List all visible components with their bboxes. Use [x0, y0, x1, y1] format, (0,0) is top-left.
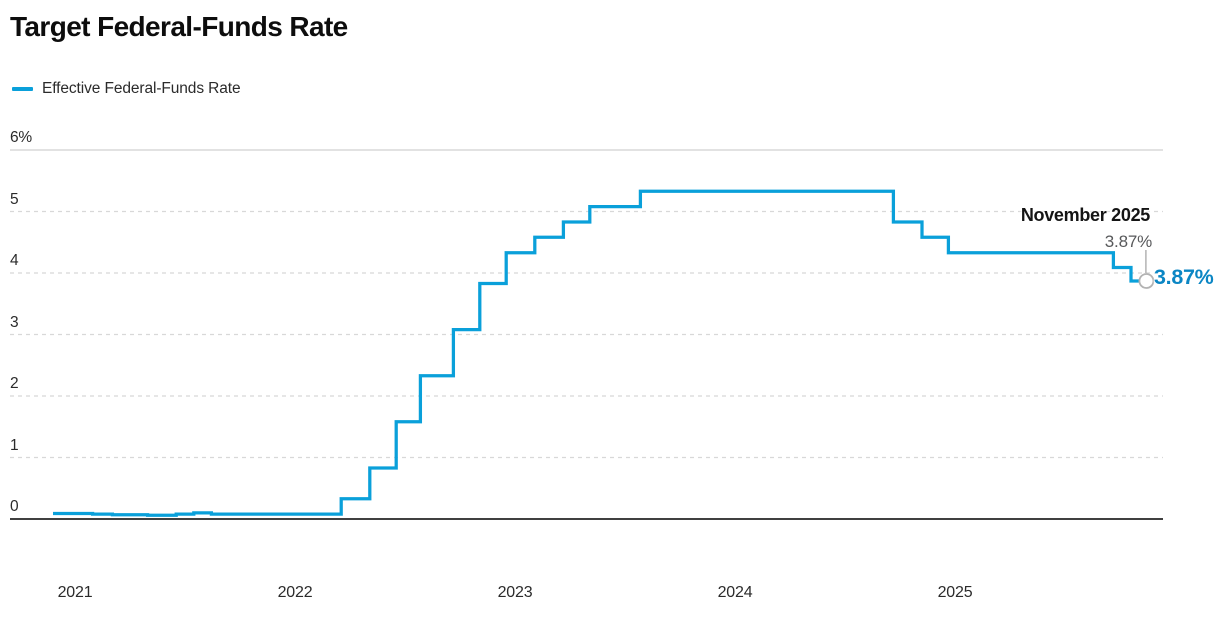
rate-step-line	[53, 189, 1147, 517]
annotation-rate-gray-label: 3.87%	[1104, 232, 1152, 251]
y-tick-label: 3	[10, 313, 19, 331]
annotation-date-label: November 2025	[1020, 205, 1150, 225]
x-tick-label: 2023	[497, 584, 533, 601]
y-tick-label: 0	[10, 498, 19, 515]
y-tick-label: 2	[10, 375, 19, 392]
annotation-rate-blue-label: 3.87%	[1154, 265, 1214, 289]
y-tick-label: 5	[10, 190, 19, 208]
gridlines	[10, 149, 1163, 520]
x-tick-label: 2021	[57, 584, 93, 601]
end-point-marker	[1138, 273, 1155, 289]
chart-title: Target Federal-Funds Rate	[10, 11, 348, 42]
x-tick-label: 2024	[717, 584, 753, 601]
x-tick-label: 2022	[277, 584, 313, 601]
y-tick-label: 6%	[10, 129, 33, 146]
y-tick-label: 4	[10, 252, 19, 269]
series-line-group	[53, 189, 1147, 517]
end-point-marker-group	[1138, 250, 1155, 289]
y-tick-label: 1	[10, 436, 19, 454]
legend-line-swatch-icon	[12, 87, 33, 91]
legend: Effective Federal-Funds Rate	[12, 80, 241, 98]
x-tick-label: 2025	[937, 584, 973, 601]
legend-series-label: Effective Federal-Funds Rate	[42, 80, 241, 97]
